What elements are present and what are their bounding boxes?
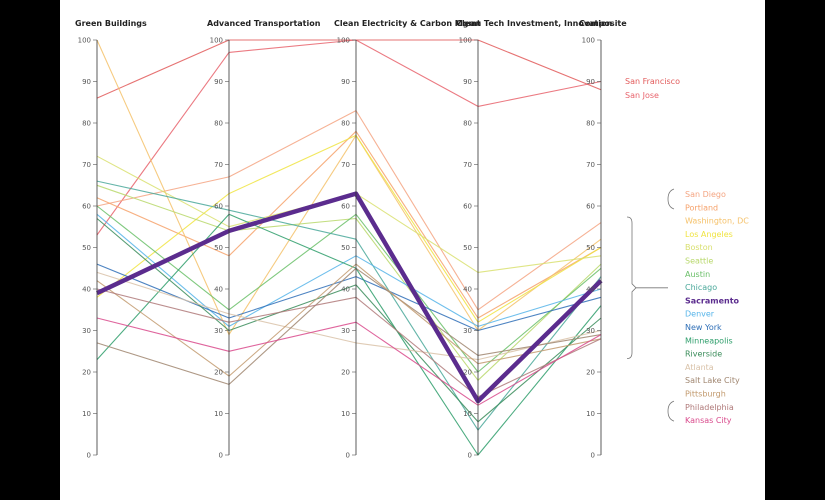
tick-label: 30 — [214, 327, 223, 335]
tick-label: 0 — [591, 452, 595, 460]
series-line-pittsburgh[interactable] — [96, 263, 602, 377]
tick-label: 80 — [341, 120, 350, 128]
tick-label: 70 — [214, 161, 223, 169]
chart-panel: Green Buildings 0 10 20 30 40 50 60 70 80 90 100 Adv… — [60, 0, 765, 500]
city-label-seattle[interactable]: Seattle — [685, 257, 713, 266]
tick-label: 60 — [214, 203, 223, 211]
city-label-kansas-city[interactable]: Kansas City — [685, 416, 732, 425]
axis-title: Green Buildings — [75, 19, 147, 28]
axes: Green Buildings0102030405060708090100Adv… — [75, 19, 627, 460]
tick-label: 10 — [82, 410, 91, 418]
city-label-san-diego[interactable]: San Diego — [685, 190, 726, 199]
tick-label: 50 — [82, 244, 91, 252]
tick-label: 0 — [87, 452, 91, 460]
city-label-austin[interactable]: Austin — [685, 270, 710, 279]
bracket-right — [626, 216, 637, 359]
tick-label: 30 — [341, 327, 350, 335]
tick-label: 70 — [341, 161, 350, 169]
bracket-left-bottom — [667, 400, 675, 422]
tick-label: 100 — [78, 37, 91, 45]
bracket-left-top — [667, 188, 675, 210]
tick-label: 60 — [82, 203, 91, 211]
city-label-sacramento[interactable]: Sacramento — [685, 296, 740, 305]
city-label-portland[interactable]: Portland — [685, 203, 718, 212]
series-line-chicago[interactable] — [96, 180, 602, 431]
tick-label: 20 — [341, 369, 350, 377]
tick-label: 40 — [463, 286, 472, 294]
tick-label: 10 — [586, 410, 595, 418]
tick-label: 30 — [586, 327, 595, 335]
tick-label: 10 — [341, 410, 350, 418]
series-line-san-francisco[interactable] — [96, 39, 602, 99]
tick-label: 60 — [341, 203, 350, 211]
tick-label: 60 — [463, 203, 472, 211]
city-label-philadelphia[interactable]: Philadelphia — [685, 403, 734, 412]
tick-label: 40 — [586, 286, 595, 294]
tick-label: 100 — [582, 37, 595, 45]
tick-label: 50 — [463, 244, 472, 252]
tick-label: 70 — [586, 161, 595, 169]
tick-label: 100 — [459, 37, 472, 45]
axis-clean-electricity-carbon-mgmt: Clean Electricity & Carbon Mgmt 0 10 20 30 40… — [334, 19, 481, 460]
tick-label: 80 — [82, 120, 91, 128]
tick-label: 0 — [219, 452, 223, 460]
axis-title: Clean Tech Investment, Innovation — [456, 19, 613, 28]
tick-label: 60 — [586, 203, 595, 211]
city-label-pittsburgh[interactable]: Pittsburgh — [685, 390, 726, 399]
tick-label: 20 — [214, 369, 223, 377]
city-label-denver[interactable]: Denver — [685, 310, 715, 319]
tick-label: 90 — [82, 78, 91, 86]
axis-title: Advanced Transportation — [207, 19, 321, 28]
city-label-washington-dc[interactable]: Washington, DC — [685, 217, 749, 226]
series-line-boston[interactable] — [96, 155, 602, 273]
city-label-atlanta[interactable]: Atlanta — [685, 363, 714, 372]
tick-label: 90 — [214, 78, 223, 86]
tick-label: 30 — [82, 327, 91, 335]
city-label-san-francisco[interactable]: San Francisco — [625, 77, 680, 86]
tick-label: 20 — [82, 369, 91, 377]
tick-label: 10 — [463, 410, 472, 418]
city-label-riverside[interactable]: Riverside — [685, 350, 722, 359]
tick-label: 50 — [341, 244, 350, 252]
tick-label: 0 — [346, 452, 350, 460]
tick-label: 80 — [463, 120, 472, 128]
tick-label: 70 — [463, 161, 472, 169]
tick-label: 80 — [214, 120, 223, 128]
series-line-philadelphia[interactable] — [96, 288, 602, 398]
tick-label: 80 — [586, 120, 595, 128]
axis-green-buildings: Green Buildings 0 10 20 30 40 50 60 70 80 90 100 — [75, 19, 147, 460]
axis-composite: Composite 0 10 20 30 40 50 60 70 80 90 100 — [579, 19, 627, 460]
city-label-san-jose[interactable]: San Jose — [625, 91, 659, 100]
tick-label: 50 — [214, 244, 223, 252]
city-label-boston[interactable]: Boston — [685, 243, 713, 252]
tick-label: 50 — [586, 244, 595, 252]
tick-label: 90 — [341, 78, 350, 86]
city-label-los-angeles[interactable]: Los Angeles — [685, 230, 733, 239]
tick-label: 70 — [82, 161, 91, 169]
city-label-chicago[interactable]: Chicago — [685, 283, 717, 292]
tick-label: 40 — [82, 286, 91, 294]
tick-label: 90 — [586, 78, 595, 86]
tick-label: 100 — [337, 37, 350, 45]
tick-label: 20 — [463, 369, 472, 377]
city-label-new-york[interactable]: New York — [685, 323, 722, 332]
axis-advanced-transportation: Advanced Transportation 0 10 20 30 40 50 60 70 80… — [207, 19, 321, 460]
label-bracket — [626, 188, 675, 422]
tick-label: 0 — [468, 452, 472, 460]
tick-label: 10 — [214, 410, 223, 418]
tick-label: 30 — [463, 327, 472, 335]
tick-label: 100 — [210, 37, 223, 45]
axis-clean-tech-investment-innovation: Clean Tech Investment, Innovation 0 10 20 30… — [456, 19, 613, 460]
axis-title: Composite — [579, 19, 627, 28]
axis-title: Clean Electricity & Carbon Mgmt — [334, 19, 481, 28]
tick-label: 40 — [341, 286, 350, 294]
tick-label: 20 — [586, 369, 595, 377]
parallel-coordinates-chart: Green Buildings0102030405060708090100Adv… — [75, 19, 749, 460]
tick-label: 40 — [214, 286, 223, 294]
tick-label: 90 — [463, 78, 472, 86]
city-label-salt-lake-city[interactable]: Salt Lake City — [685, 376, 740, 385]
city-label-minneapolis[interactable]: Minneapolis — [685, 336, 733, 345]
city-labels: San Francisco San Jose San Diego Portland Wa… — [625, 77, 749, 425]
